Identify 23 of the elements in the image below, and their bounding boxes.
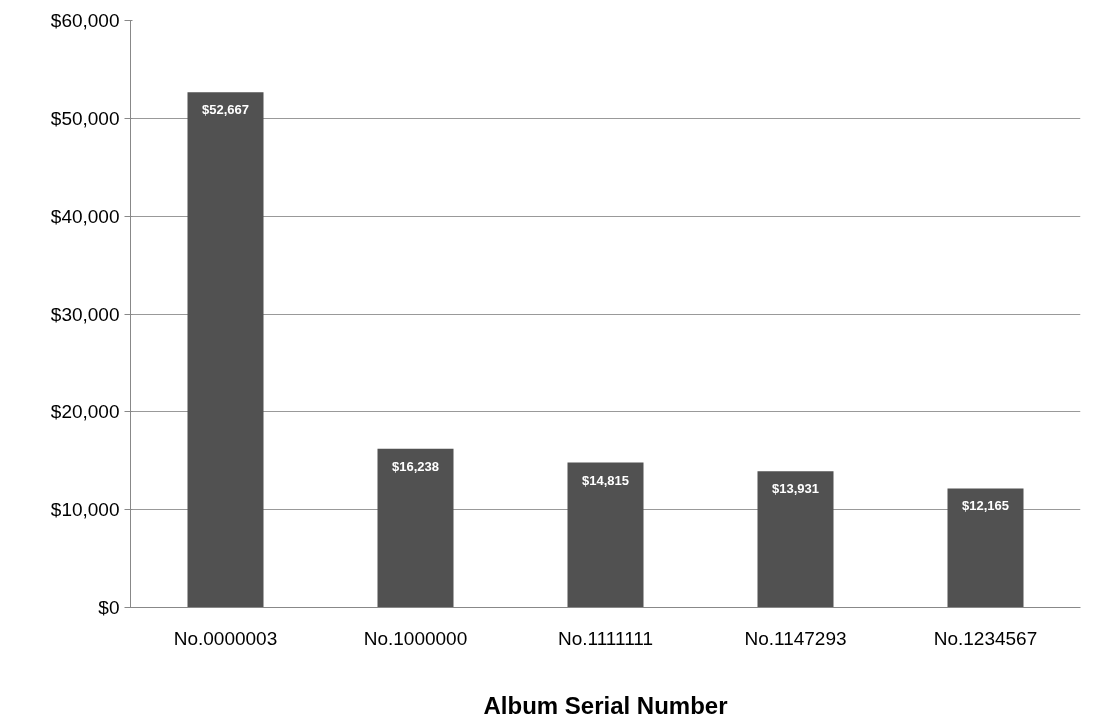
data-label: $12,165 <box>962 498 1009 514</box>
data-label: $13,931 <box>772 481 819 497</box>
y-tick-label: $0 <box>98 597 120 618</box>
bar <box>947 488 1024 608</box>
x-axis-title: Album Serial Number <box>483 691 728 719</box>
x-tick-label: No.1111111 <box>557 627 654 649</box>
x-tick-label: No.1000000 <box>363 627 468 649</box>
x-tick-label: No.1147293 <box>744 627 847 649</box>
data-label: $14,815 <box>582 472 629 488</box>
bar <box>757 471 834 608</box>
y-tick-label: $50,000 <box>50 107 120 129</box>
y-tick-label: $20,000 <box>50 401 120 423</box>
bar <box>187 92 264 608</box>
y-tick-label: $40,000 <box>50 205 120 227</box>
y-tick-label: $10,000 <box>50 499 120 521</box>
bar <box>567 462 644 608</box>
data-label: $16,238 <box>392 458 439 474</box>
y-tick-label: $30,000 <box>50 303 120 325</box>
x-tick-label: No.1234567 <box>933 627 1038 649</box>
y-tick-label: $60,000 <box>50 10 120 31</box>
data-label: $52,667 <box>202 102 249 118</box>
bar <box>377 448 454 608</box>
x-tick-label: No.0000003 <box>173 627 278 649</box>
